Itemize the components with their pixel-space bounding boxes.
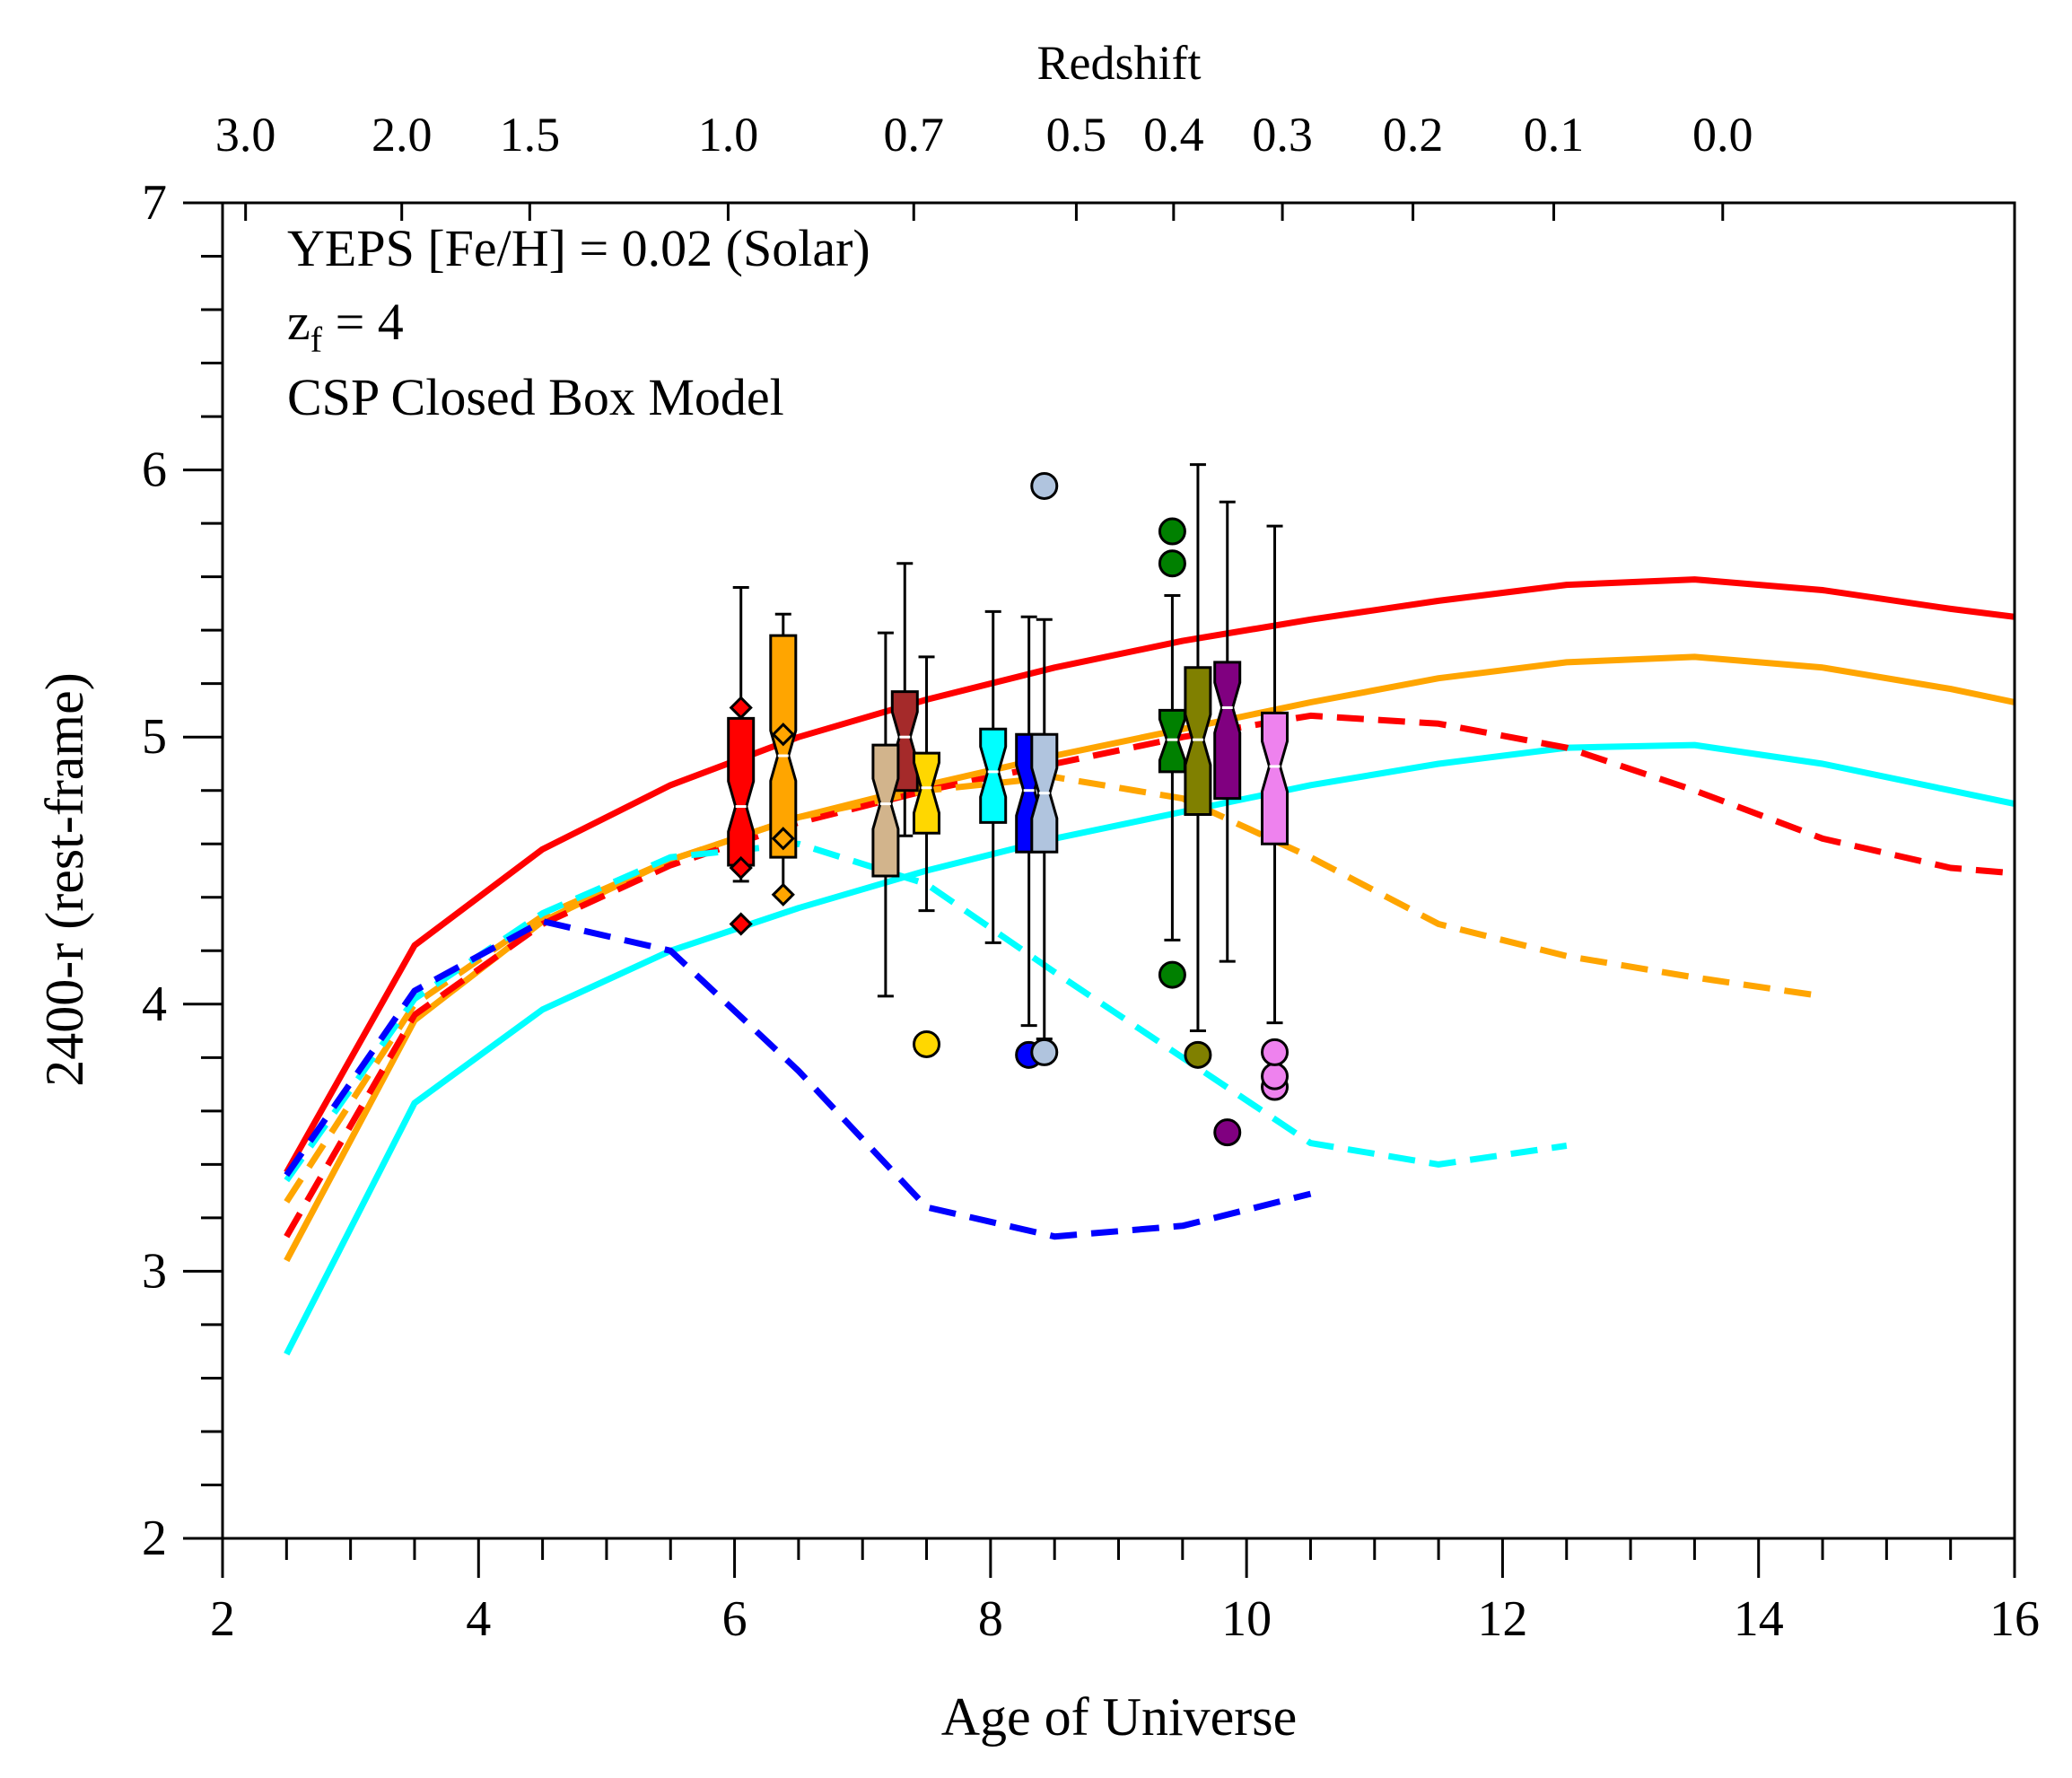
redshift-tick-label: 3.0 <box>215 108 276 162</box>
series-line-orange-solid <box>284 653 2015 1263</box>
series-line-cyan-dashed <box>284 840 1568 1183</box>
redshift-tick-label: 0.2 <box>1383 108 1444 162</box>
annotation-z-subscript: f <box>310 320 323 360</box>
series-line-cyan-solid <box>284 741 2015 1356</box>
redshift-tick-label: 1.0 <box>698 108 759 162</box>
outlier-lightsteelblue-1 <box>1030 471 1059 500</box>
boxplot-olive <box>1184 463 1212 1069</box>
x-tick-label: 16 <box>1989 1591 2040 1647</box>
redshift-tick-label: 2.0 <box>372 108 433 162</box>
outlier-lightsteelblue-0 <box>1030 1038 1059 1066</box>
y-tick-label: 3 <box>142 1243 167 1299</box>
boxplot-lightsteelblue <box>1030 471 1059 1066</box>
boxplot-gold <box>913 655 941 1058</box>
outlier-violet-1 <box>1261 1062 1290 1090</box>
series-line-red-dashed <box>284 712 2015 1239</box>
outlier-orange-2 <box>771 723 795 747</box>
outlier-red-1 <box>729 855 753 880</box>
annotation-model-name: YEPS [Fe/H] = 0.02 (Solar) <box>287 219 870 277</box>
redshift-tick-label: 0.3 <box>1252 108 1313 162</box>
series-line-blue-dashed <box>284 918 1312 1240</box>
y-tick-label: 7 <box>142 175 167 231</box>
outlier-green-1 <box>1158 549 1186 578</box>
x-tick-label: 6 <box>722 1591 747 1647</box>
outlier-green-2 <box>1158 517 1186 546</box>
x-tick-label: 10 <box>1221 1591 1272 1647</box>
redshift-tick-label: 0.5 <box>1046 108 1107 162</box>
outlier-red-2 <box>729 696 753 720</box>
redshift-tick-label: 1.5 <box>500 108 561 162</box>
x-tick-label: 12 <box>1477 1591 1527 1647</box>
x-tick-label: 4 <box>466 1591 491 1647</box>
outlier-olive-0 <box>1184 1040 1212 1069</box>
plot-content <box>284 463 2015 1356</box>
redshift-tick-label: 0.1 <box>1524 108 1585 162</box>
y-tick-label: 4 <box>142 977 167 1032</box>
annotation-z: z <box>287 293 310 351</box>
box-purple <box>1213 661 1242 801</box>
redshift-tick-label: 0.0 <box>1692 108 1753 162</box>
y-tick-label: 6 <box>142 442 167 498</box>
boxplot-cyan <box>979 609 1008 944</box>
outlier-red-0 <box>729 912 753 936</box>
box-violet <box>1261 711 1289 845</box>
box-cyan <box>979 727 1008 824</box>
y-tick-label: 2 <box>142 1511 167 1566</box>
outlier-gold-0 <box>913 1029 941 1058</box>
x-tick-label: 8 <box>978 1591 1003 1647</box>
y-tick-label: 5 <box>142 709 167 765</box>
y-axis-title: 2400-r (rest-frame) <box>35 672 94 1086</box>
redshift-tick-label: 0.7 <box>884 108 945 162</box>
boxplot-green <box>1158 517 1186 989</box>
outlier-orange-1 <box>771 827 795 851</box>
outlier-violet-2 <box>1261 1038 1290 1066</box>
axes: 2 4 6 8 10 12 14 16 2 3 4 5 6 7 3.0 2.0 1.5 1.0 0.7 0.5 0.4 0… <box>142 108 2040 1647</box>
boxplot-tan <box>871 631 900 998</box>
x-tick-label: 2 <box>210 1591 235 1647</box>
outlier-green-0 <box>1158 960 1186 989</box>
box-orange <box>769 634 798 859</box>
outlier-orange-0 <box>771 882 795 907</box>
boxplot-violet <box>1261 524 1290 1101</box>
x-axis-title: Age of Universe <box>941 1687 1298 1747</box>
box-gold <box>913 751 940 835</box>
boxplot-orange <box>769 612 798 907</box>
outlier-purple-0 <box>1213 1118 1242 1147</box>
x-tick-label: 14 <box>1734 1591 1784 1647</box>
annotation-model-type: CSP Closed Box Model <box>287 368 784 426</box>
annotation-formation-redshift: zf = 4 <box>287 293 404 360</box>
redshift-tick-label: 0.4 <box>1143 108 1204 162</box>
annotation-z-value: = 4 <box>322 293 404 351</box>
series-line-red-solid <box>284 576 2015 1175</box>
boxplot-red <box>727 586 756 936</box>
top-axis-title: Redshift <box>1037 36 1202 90</box>
boxplot-purple <box>1213 500 1242 1147</box>
box-tan <box>871 743 900 878</box>
box-red <box>727 716 756 867</box>
